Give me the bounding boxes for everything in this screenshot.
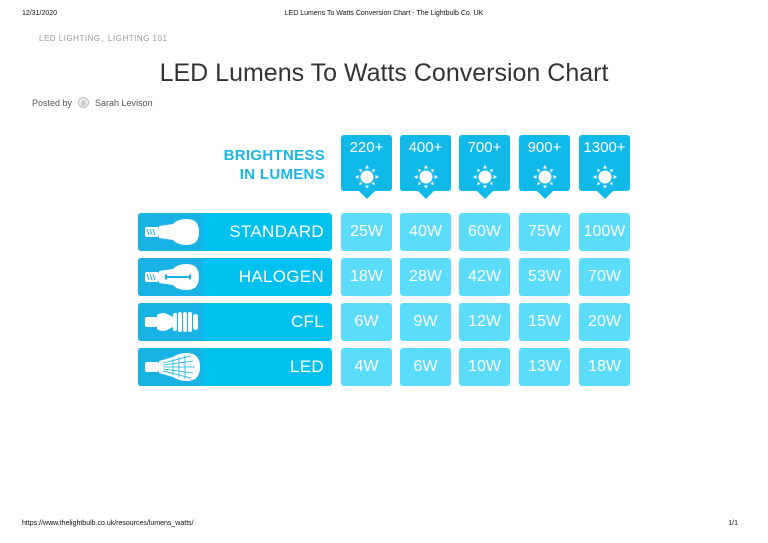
wattage-cell: 100W <box>579 213 630 251</box>
lumens-value: 1300+ <box>583 139 626 156</box>
led-bulb-icon <box>138 348 203 386</box>
wattage-cell: 25W <box>341 213 392 251</box>
incandescent-bulb-icon <box>138 213 203 251</box>
wattage-cell: 42W <box>459 258 510 296</box>
wattage-cell: 28W <box>400 258 451 296</box>
bulb-type-name: STANDARD <box>229 222 324 241</box>
author-name[interactable]: Sarah Levison <box>95 97 153 108</box>
lumens-value: 700+ <box>467 139 502 156</box>
halogen-bulb-icon <box>138 258 203 296</box>
wattage-cell: 4W <box>341 348 392 386</box>
bulb-type-name: HALOGEN <box>238 267 324 286</box>
category-link-led-lighting[interactable]: LED LIGHTING <box>39 34 101 43</box>
wattage-cell: 13W <box>519 348 570 386</box>
post-categories: LED LIGHTING, LIGHTING 101 <box>39 34 168 43</box>
print-page-title: LED Lumens To Watts Conversion Chart - T… <box>284 10 484 17</box>
bulb-type-name: CFL <box>290 312 324 331</box>
bulb-type-label-halogen: HALOGEN <box>138 258 332 296</box>
wattage-cell: 18W <box>579 348 630 386</box>
bulb-type-label-cfl: CFL <box>138 303 332 341</box>
print-date: 12/31/2020 <box>22 10 58 17</box>
wattage-cell: 53W <box>519 258 570 296</box>
bulb-type-name: LED <box>290 357 324 376</box>
post-title: LED Lumens To Watts Conversion Chart <box>159 59 609 87</box>
wattage-cell: 75W <box>519 213 570 251</box>
lumens-value: 400+ <box>408 139 443 156</box>
bulb-type-label-led: LED <box>138 348 332 386</box>
print-url: https://www.thelightbulb.co.uk/resources… <box>22 520 194 527</box>
byline: Posted by Sarah Levison <box>32 97 153 108</box>
lumens-column-header: 400+ <box>400 135 451 199</box>
lumens-column-header: 700+ <box>459 135 510 199</box>
wattage-cell: 12W <box>459 303 510 341</box>
lumens-value: 220+ <box>349 139 384 156</box>
wattage-cell: 6W <box>341 303 392 341</box>
byline-prefix: Posted by <box>32 97 73 108</box>
wattage-cell: 18W <box>341 258 392 296</box>
lumens-column-header: 220+ <box>341 135 392 199</box>
cfl-bulb-icon <box>138 303 203 341</box>
wattage-cell: 70W <box>579 258 630 296</box>
category-link-lighting-101[interactable]: LIGHTING 101 <box>108 34 168 43</box>
lumens-column-header: 1300+ <box>579 135 630 199</box>
wattage-cell: 60W <box>459 213 510 251</box>
wattage-cell: 40W <box>400 213 451 251</box>
author-avatar-icon <box>78 97 90 108</box>
wattage-cell: 20W <box>579 303 630 341</box>
lumens-column-header: 900+ <box>519 135 570 199</box>
wattage-cell: 9W <box>400 303 451 341</box>
print-page-number: 1/1 <box>728 520 738 527</box>
wattage-cell: 15W <box>519 303 570 341</box>
wattage-cell: 10W <box>459 348 510 386</box>
wattage-cell: 6W <box>400 348 451 386</box>
lumens-value: 900+ <box>527 139 562 156</box>
bulb-type-label-standard: STANDARD <box>138 213 332 251</box>
brightness-label: BRIGHTNESS IN LUMENS <box>223 147 325 183</box>
